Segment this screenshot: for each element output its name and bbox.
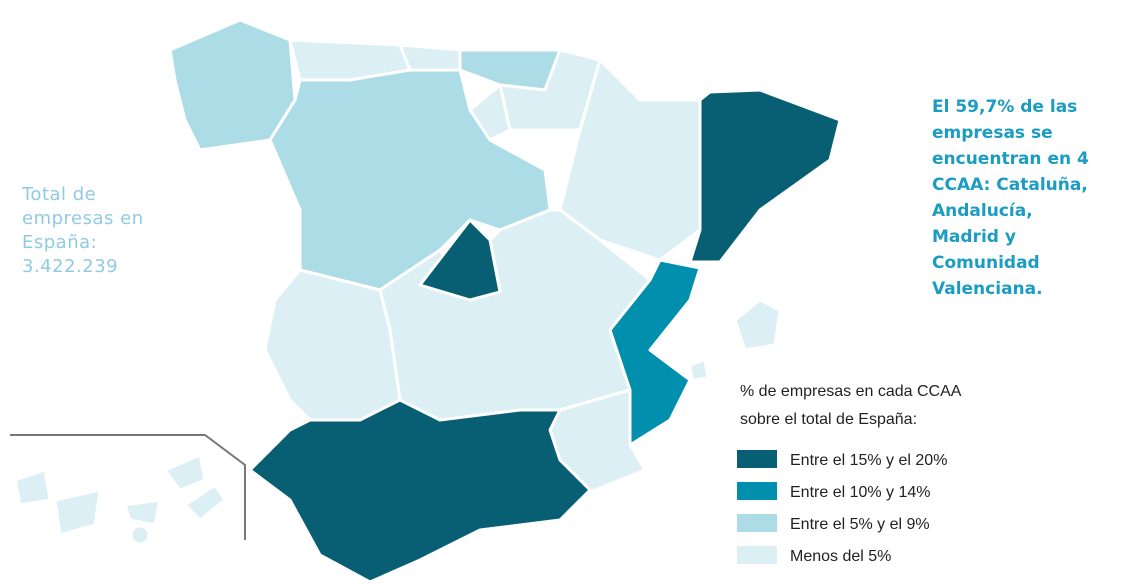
region	[733, 298, 782, 352]
legend-label: Entre el 5% y el 9%	[790, 516, 930, 533]
note-line: España:	[22, 232, 97, 253]
note-line: Total de	[21, 184, 96, 205]
legend-swatch	[737, 482, 777, 500]
note-line: empresas se	[932, 123, 1053, 143]
note-line: El 59,7% de las	[932, 97, 1077, 117]
region	[183, 483, 227, 522]
note-line: Andalucía,	[932, 201, 1033, 221]
note-line: empresas en	[22, 208, 144, 229]
note-line: 3.422.239	[22, 256, 118, 277]
region	[688, 358, 710, 382]
note-line: CCAA: Cataluña,	[932, 175, 1088, 195]
note-line: Comunidad	[932, 253, 1040, 273]
region	[13, 468, 52, 507]
legend: % de empresas en cada CCAA sobre el total…	[737, 383, 962, 565]
region	[248, 398, 592, 584]
legend-label: Entre el 15% y el 20%	[790, 452, 947, 469]
region	[458, 48, 562, 92]
region	[163, 453, 207, 492]
legend-swatch	[737, 546, 777, 564]
region	[123, 498, 162, 527]
region	[418, 218, 502, 302]
legend-swatch	[737, 450, 777, 468]
region	[129, 524, 151, 546]
region	[263, 268, 402, 422]
note-line: Madrid y	[932, 227, 1016, 247]
regions	[13, 18, 842, 584]
note-line: encuentran en 4	[932, 149, 1089, 169]
note-line: Valenciana.	[932, 279, 1043, 299]
region	[608, 258, 702, 447]
legend-title: % de empresas en cada CCAA	[740, 383, 962, 400]
legend-swatch	[737, 514, 777, 532]
legend-title: sobre el total de España:	[740, 411, 917, 428]
legend-label: Menos del 5%	[790, 548, 891, 565]
right-note: El 59,7% de las empresas se encuentran en …	[932, 97, 1089, 299]
region	[53, 488, 102, 537]
region	[398, 43, 462, 72]
legend-label: Entre el 10% y 14%	[790, 484, 931, 501]
region	[688, 88, 842, 264]
inset-border	[10, 434, 246, 540]
left-note: Total de empresas en España: 3.422.239	[21, 184, 144, 277]
